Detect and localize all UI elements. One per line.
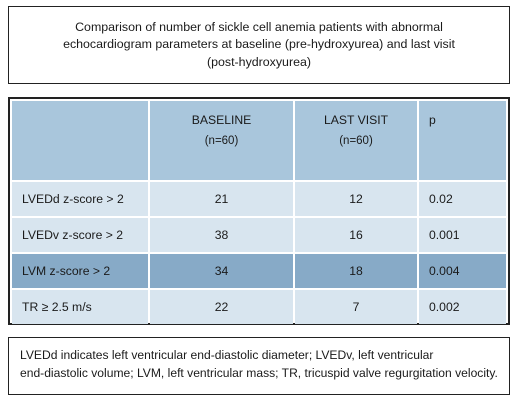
header-last-visit: LAST VISIT (n=60) (295, 101, 417, 180)
row-baseline-value: 22 (150, 290, 293, 324)
row-baseline-value: 38 (150, 218, 293, 252)
row-p-value: 0.02 (419, 182, 506, 216)
row-baseline-value: 21 (150, 182, 293, 216)
title-line-2: echocardiogram parameters at baseline (p… (63, 37, 455, 52)
table-row: LVM z-score > 2 34 18 0.004 (12, 254, 506, 288)
table-title: Comparison of number of sickle cell anem… (8, 6, 510, 84)
title-line-1: Comparison of number of sickle cell anem… (75, 19, 443, 34)
row-last-visit-value: 18 (295, 254, 417, 288)
row-label: LVEDv z-score > 2 (12, 218, 148, 252)
table-row: LVEDd z-score > 2 21 12 0.02 (12, 182, 506, 216)
header-blank-cell (12, 101, 148, 180)
header-p: p (419, 101, 506, 180)
row-last-visit-value: 16 (295, 218, 417, 252)
title-line-3: (post-hydroxyurea) (207, 54, 311, 69)
table-footnote: LVEDd indicates left ventricular end-dia… (8, 337, 510, 395)
row-label: LVEDd z-score > 2 (12, 182, 148, 216)
row-label: TR ≥ 2.5 m/s (12, 290, 148, 324)
table-row: TR ≥ 2.5 m/s 22 7 0.002 (12, 290, 506, 324)
footnote-line-2: end-diastolic volume; LVM, left ventricu… (20, 366, 498, 380)
table-header-row: BASELINE (n=60) LAST VISIT (n=60) p (12, 101, 506, 180)
header-baseline-label: BASELINE (191, 113, 252, 127)
footnote-line-1: LVEDd indicates left ventricular end-dia… (20, 348, 434, 362)
header-baseline: BASELINE (n=60) (150, 101, 293, 180)
row-label: LVM z-score > 2 (12, 254, 148, 288)
row-p-value: 0.004 (419, 254, 506, 288)
header-baseline-n: (n=60) (204, 135, 239, 147)
header-last-visit-label: LAST VISIT (323, 113, 389, 127)
row-last-visit-value: 12 (295, 182, 417, 216)
row-p-value: 0.002 (419, 290, 506, 324)
row-baseline-value: 34 (150, 254, 293, 288)
table-row: LVEDv z-score > 2 38 16 0.001 (12, 218, 506, 252)
row-last-visit-value: 7 (295, 290, 417, 324)
row-p-value: 0.001 (419, 218, 506, 252)
comparison-table: BASELINE (n=60) LAST VISIT (n=60) p LVED… (8, 97, 510, 325)
header-last-visit-n: (n=60) (339, 135, 373, 147)
